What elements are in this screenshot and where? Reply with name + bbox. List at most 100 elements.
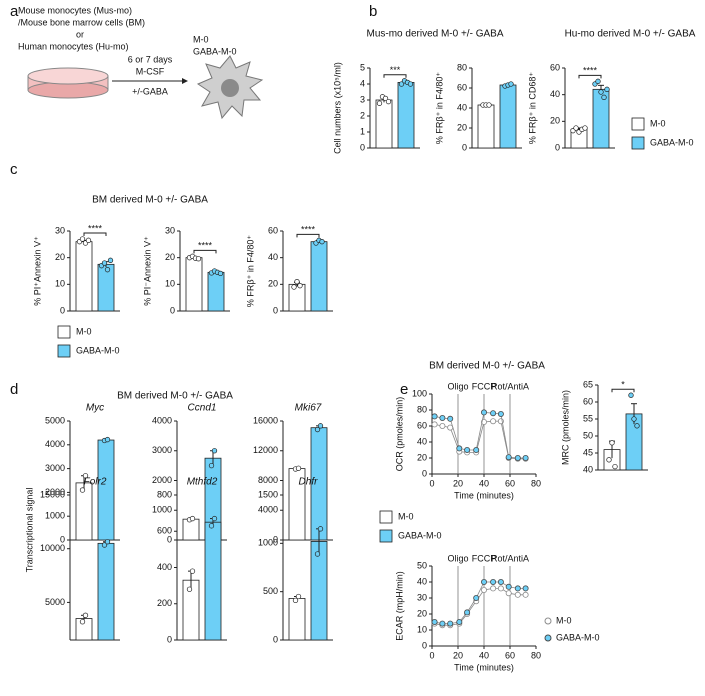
injection-label: Rot/AntiA (491, 553, 529, 563)
y-tick-label: 30 (55, 225, 65, 235)
bar (185, 257, 203, 312)
data-point (490, 579, 497, 586)
y-tick-label: 20 (165, 252, 175, 262)
y-tick-label: 12000 (253, 445, 278, 455)
legend-label: M-0 (556, 615, 572, 625)
y-tick-label: 0 (170, 305, 175, 315)
y-axis-label: % FRβ⁺ in CD68⁺ (527, 72, 537, 144)
significance: **** (583, 66, 598, 76)
y-tick-label: 20 (550, 116, 560, 126)
significance-bracket (611, 388, 635, 393)
y-tick-label: 2000 (152, 475, 172, 485)
data-point (385, 98, 392, 105)
data-point (497, 585, 504, 592)
data-point (631, 416, 637, 422)
data-point (522, 454, 529, 461)
data-point (104, 436, 111, 443)
y-tick-label: 1000 (45, 511, 65, 521)
y-tick-label: 16000 (253, 415, 278, 425)
data-point (490, 410, 497, 417)
y-tick-label: 0 (555, 142, 560, 152)
y-tick-label: 1500 (258, 489, 278, 499)
significance-bracket (193, 249, 217, 254)
y-tick-label: 15000 (40, 489, 65, 499)
y-tick-label: 40 (550, 89, 560, 99)
bar (182, 518, 200, 541)
significance-bracket (578, 74, 602, 79)
y-tick-label: 60 (268, 225, 278, 235)
x-tick-label: 20 (453, 478, 463, 488)
data-point (186, 586, 193, 592)
y-tick-label: 80 (417, 404, 427, 414)
data-point (79, 236, 86, 242)
data-point (490, 585, 497, 592)
chart-title: Mthfd2 (187, 477, 218, 488)
y-tick-label: 45 (583, 447, 593, 457)
bar (207, 271, 225, 312)
data-point (211, 448, 218, 454)
panel-title: BM derived M-0 +/- GABA (117, 391, 233, 402)
data-point (82, 473, 89, 479)
y-tick-label: 4000 (258, 505, 278, 515)
data-point (508, 81, 514, 87)
significance-bracket (383, 74, 407, 78)
y-tick-label: 800 (157, 489, 172, 499)
y-tick-label: 100 (412, 388, 427, 398)
y-tick-label: 0 (360, 142, 365, 152)
y-tick-label: 0 (462, 142, 467, 152)
y-tick-label: 50 (583, 430, 593, 440)
y-tick-label: 0 (167, 634, 172, 644)
y-tick-label: 1000 (152, 505, 172, 515)
y-tick-label: 4000 (45, 439, 65, 449)
y-axis-label: % PI⁺Annexin V⁺ (32, 236, 42, 306)
data-point (606, 457, 612, 463)
bar (97, 542, 115, 641)
bar (97, 439, 115, 541)
data-point (480, 579, 487, 586)
data-point (398, 81, 405, 87)
y-axis-label: Transcriptional signal (24, 488, 34, 573)
data-point (295, 593, 302, 600)
injection-label: Oligo (447, 553, 468, 563)
diagram-text: Human monocytes (Hu-mo) (18, 41, 129, 51)
y-tick-label: 5000 (45, 415, 65, 425)
data-point (505, 583, 512, 590)
y-tick-label: 400 (157, 562, 172, 572)
data-point (628, 392, 634, 398)
bar (288, 283, 306, 312)
legend-swatch (57, 344, 71, 358)
data-point (314, 551, 321, 557)
y-tick-label: 0 (273, 305, 278, 315)
y-tick-label: 4 (360, 78, 365, 88)
data-point (85, 237, 92, 243)
panel-title: BM derived M-0 +/- GABA (92, 195, 208, 206)
data-point (480, 587, 487, 594)
panel-label: d (10, 381, 18, 398)
y-tick-label: 10000 (40, 543, 65, 553)
y-tick-label: 200 (157, 598, 172, 608)
data-point (514, 454, 521, 461)
data-point (292, 597, 299, 604)
data-point (473, 446, 480, 453)
y-axis-label: % PI⁻Annexin V⁺ (142, 236, 152, 306)
legend-marker (544, 617, 552, 625)
x-tick-label: 20 (453, 650, 463, 660)
data-point (439, 620, 446, 627)
x-axis-label: Time (minutes) (454, 662, 514, 672)
injection-label: Oligo (447, 381, 468, 391)
data-point (464, 446, 471, 453)
data-point (317, 423, 324, 429)
significance-bracket (83, 232, 107, 236)
y-tick-label: 1000 (258, 538, 278, 548)
data-point (456, 445, 463, 452)
legend-swatch (379, 529, 393, 543)
y-tick-label: 60 (550, 62, 560, 72)
y-tick-label: 20 (55, 252, 65, 262)
panel-label: c (10, 161, 18, 178)
y-tick-label: 80 (457, 62, 467, 72)
significance: **** (301, 225, 316, 235)
y-tick-label: 1 (360, 126, 365, 136)
data-point (376, 100, 383, 106)
data-point (505, 590, 512, 597)
